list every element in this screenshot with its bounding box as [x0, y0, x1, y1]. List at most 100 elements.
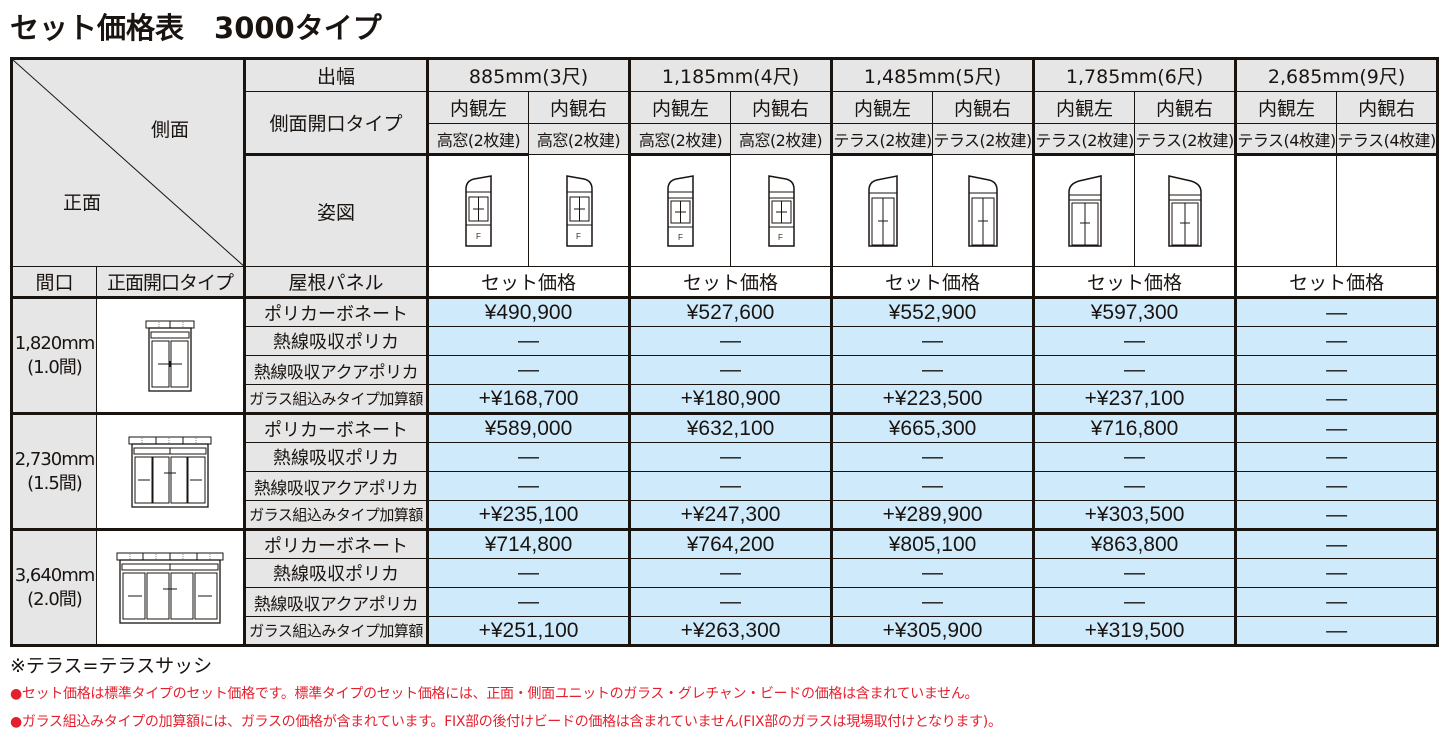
side-type-label: 高窓(2枚建)	[426, 123, 529, 155]
price-cell: ¥490,900	[425, 296, 631, 327]
price-cell: —	[425, 326, 631, 356]
price-cell: —	[1234, 558, 1439, 588]
price-cell: +¥180,900	[628, 384, 833, 414]
figure-cell	[830, 153, 934, 267]
price-cell: —	[628, 442, 833, 472]
width-header-1485: 1,485mm(5尺)	[830, 58, 1035, 92]
price-cell: —	[1032, 558, 1237, 588]
side-type-label: 高窓(2枚建)	[527, 123, 631, 155]
high-window-right-figure-icon: F	[767, 174, 795, 247]
price-cell: —	[1234, 500, 1439, 530]
panel-type-label: ガラス組込みタイプ加算額	[244, 384, 429, 414]
side-type-label: 高窓(2枚建)	[628, 123, 732, 155]
price-cell: —	[1234, 412, 1439, 443]
frontage-label: 間口	[11, 266, 97, 298]
diagonal-line	[13, 60, 242, 265]
panel-type-label: 熱線吸収ポリカ	[244, 326, 429, 356]
price-cell: ¥863,800	[1032, 528, 1237, 559]
price-cell: —	[425, 587, 631, 617]
price-cell: +¥305,900	[830, 616, 1035, 646]
price-cell: —	[425, 355, 631, 385]
price-cell: —	[1234, 442, 1439, 472]
page-title: セット価格表 3000タイプ	[10, 8, 382, 48]
price-cell: —	[628, 471, 833, 501]
view-label: 内観右	[527, 91, 631, 124]
price-cell: +¥247,300	[628, 500, 833, 530]
view-label: 内観右	[1134, 91, 1237, 124]
panel-type-label: 熱線吸収アクアポリカ	[244, 471, 429, 501]
title-sub: 3000タイプ	[214, 11, 382, 45]
high-window-left-figure-icon: F	[666, 175, 694, 247]
price-cell: —	[830, 326, 1035, 356]
figure-cell	[932, 154, 1035, 267]
price-cell: —	[628, 587, 833, 617]
price-cell: —	[1234, 616, 1439, 646]
width-row-label: 出幅	[244, 58, 429, 92]
corner-front-label: 正面	[63, 192, 102, 214]
price-cell: —	[1234, 528, 1439, 559]
price-cell: —	[1032, 326, 1237, 356]
view-label: 内観右	[730, 91, 833, 124]
terrace-right-figure-icon	[967, 174, 998, 247]
price-cell: —	[628, 326, 833, 356]
panel-type-label: 熱線吸収ポリカ	[244, 558, 429, 588]
set-price-label: セット価格	[830, 266, 1035, 298]
price-cell: ¥552,900	[830, 296, 1035, 327]
price-cell: —	[628, 355, 833, 385]
price-cell: —	[1234, 296, 1439, 327]
figure-cell-empty	[1234, 153, 1338, 267]
width-header-2685: 2,685mm(9尺)	[1234, 58, 1439, 92]
figure-cell: F	[628, 153, 732, 267]
figure-cell	[1134, 154, 1237, 267]
price-cell: —	[425, 471, 631, 501]
side-type-label: 高窓(2枚建)	[730, 123, 833, 155]
price-cell: ¥632,100	[628, 412, 833, 443]
panel-type-label: ポリカーボネート	[244, 412, 429, 443]
price-table: 側面 正面 出幅 885mm(3尺) 1,185mm(4尺) 1,485mm(5…	[10, 57, 1440, 647]
side-type-label: テラス(4枚建)	[1336, 123, 1439, 155]
high-window-left-figure-icon: F	[464, 175, 492, 247]
price-cell: —	[425, 558, 631, 588]
red-note-set-price: ●セット価格は標準タイプのセット価格です。標準タイプのセット価格には、正面・側面…	[10, 686, 979, 702]
price-cell: —	[1032, 355, 1237, 385]
roof-panel-label: 屋根パネル	[244, 266, 429, 298]
side-type-label: テラス(2枚建)	[1032, 123, 1136, 155]
side-type-label: テラス(2枚建)	[932, 123, 1035, 155]
frontage-value: 2,730mm	[14, 448, 96, 470]
panel-type-label: ポリカーボネート	[244, 528, 429, 559]
frontage-ken: (1.0間)	[27, 356, 83, 378]
price-cell: +¥319,500	[1032, 616, 1237, 646]
width-header-1185: 1,185mm(4尺)	[628, 58, 833, 92]
svg-text:F: F	[778, 233, 783, 242]
svg-text:F: F	[476, 232, 481, 241]
frontage-cell: 2,730mm (1.5間)	[11, 412, 97, 530]
front-figure-cell	[96, 412, 246, 530]
panel-type-label: 熱線吸収アクアポリカ	[244, 587, 429, 617]
price-cell: ¥665,300	[830, 412, 1035, 443]
view-label: 内観左	[1032, 91, 1136, 124]
price-cell: +¥263,300	[628, 616, 833, 646]
title-main: セット価格表	[10, 11, 185, 45]
price-cell: +¥303,500	[1032, 500, 1237, 530]
price-cell: +¥223,500	[830, 384, 1035, 414]
notes: ※テラス=テラスサッシ ●セット価格は標準タイプのセット価格です。標準タイプのセ…	[10, 652, 1002, 736]
front-figure-cell	[96, 296, 246, 414]
terrace-left-figure-icon	[1067, 175, 1102, 247]
price-cell: +¥251,100	[425, 616, 631, 646]
frontage-value: 3,640mm	[14, 564, 96, 586]
view-label: 内観左	[830, 91, 934, 124]
red-note-glass-addition: ●ガラス組込みタイプの加算額には、ガラスの価格が含まれています。FIX部の後付け…	[10, 714, 1002, 730]
set-price-label: セット価格	[628, 266, 833, 298]
front-opening-type-label: 正面開口タイプ	[96, 266, 246, 298]
figure-cell: F	[527, 154, 631, 267]
panel-type-label: 熱線吸収ポリカ	[244, 442, 429, 472]
terrace-note: ※テラス=テラスサッシ	[10, 655, 213, 677]
price-cell: —	[1234, 587, 1439, 617]
price-cell: ¥597,300	[1032, 296, 1237, 327]
set-price-label: セット価格	[1032, 266, 1237, 298]
frontage-cell: 3,640mm (2.0間)	[11, 528, 97, 646]
price-cell: —	[1234, 471, 1439, 501]
frontage-cell: 1,820mm (1.0間)	[11, 296, 97, 414]
price-cell: +¥235,100	[425, 500, 631, 530]
price-cell: —	[1032, 587, 1237, 617]
